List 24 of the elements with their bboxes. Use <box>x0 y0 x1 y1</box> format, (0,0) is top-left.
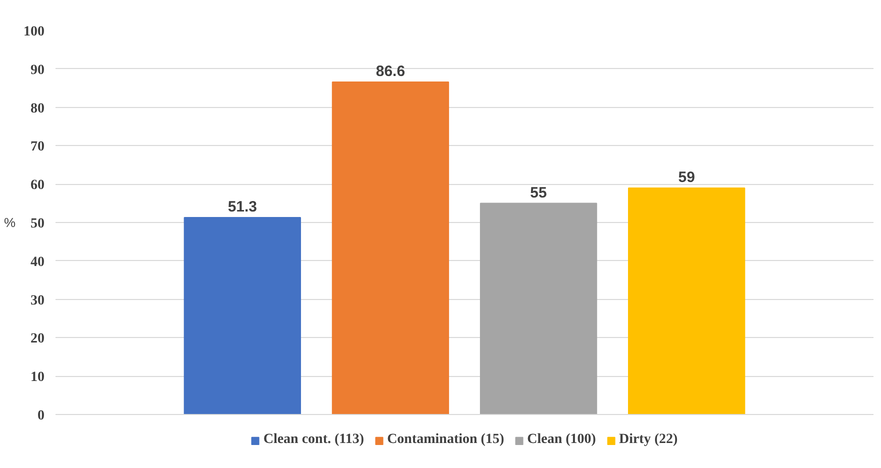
bar <box>480 202 598 414</box>
bar <box>184 217 301 414</box>
data-label: 86.6 <box>376 62 406 80</box>
y-tick-label: 20 <box>30 332 44 347</box>
y-tick-label: 90 <box>30 62 44 78</box>
y-tick-label: 100 <box>24 24 44 40</box>
legend-label: Clean (100) <box>527 432 596 448</box>
bar <box>332 81 450 414</box>
legend-label: Dirty (22) <box>618 432 678 448</box>
data-label: 55 <box>530 184 547 202</box>
data-label: 59 <box>678 168 695 186</box>
bar <box>628 187 746 414</box>
y-tick-label: 0 <box>38 408 44 424</box>
y-tick-label: 70 <box>30 140 44 155</box>
y-tick-label: 50 <box>30 216 44 232</box>
y-tick-label: 40 <box>30 254 44 270</box>
y-tick-label: 10 <box>30 370 44 386</box>
data-label: 51.3 <box>228 198 258 216</box>
legend-label: Clean cont. (113) <box>263 432 364 448</box>
y-tick-label: 30 <box>30 293 44 308</box>
legend-label: Contamination (15) <box>387 432 504 448</box>
y-tick-label: 80 <box>30 101 44 116</box>
y-tick-label: 60 <box>30 178 44 194</box>
y-axis-title: % <box>4 215 16 230</box>
